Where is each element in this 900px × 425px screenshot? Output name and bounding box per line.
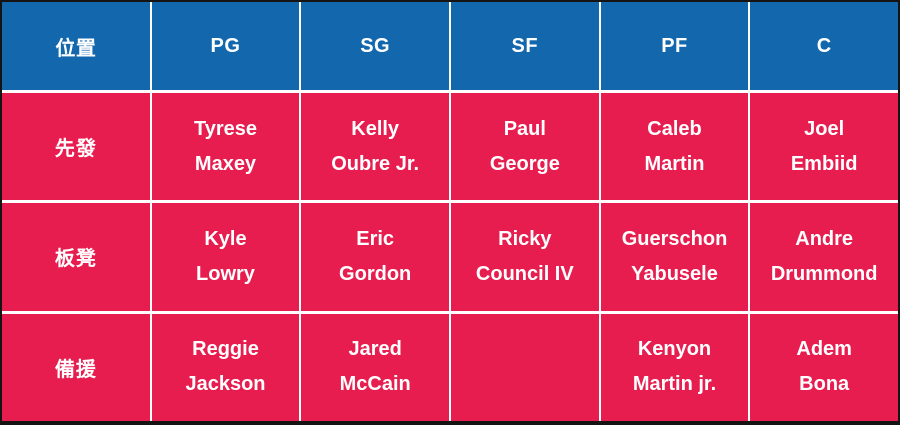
header-cell-pf: PF: [600, 2, 749, 90]
player-last-name: Martin: [644, 152, 705, 175]
player-cell-reserve-pg: Reggie Jackson: [151, 313, 300, 421]
header-cell-sg: SG: [301, 2, 449, 90]
row-label-bench: 板凳: [2, 203, 150, 311]
player-last-name: Yabusele: [631, 262, 718, 285]
player-last-name: Oubre Jr.: [331, 152, 420, 175]
player-cell-reserve-sf-empty: [451, 313, 599, 421]
player-cell-bench-sf: Ricky Council IV: [451, 203, 599, 311]
player-first-name: Reggie: [192, 338, 259, 361]
row-label-reserves: 備援: [2, 313, 150, 421]
player-first-name: Jared: [348, 338, 402, 361]
header-cell-c: C: [750, 2, 898, 90]
player-last-name: Maxey: [194, 152, 257, 175]
player-cell-reserve-sg: Jared McCain: [301, 313, 449, 421]
player-last-name: Council IV: [475, 262, 574, 285]
player-first-name: Tyrese: [193, 117, 257, 140]
player-last-name: Lowry: [196, 262, 255, 285]
player-last-name: Martin jr.: [632, 373, 717, 396]
player-first-name: Caleb: [647, 117, 702, 140]
player-last-name: George: [489, 152, 560, 175]
row-label-starters: 先發: [2, 93, 150, 201]
player-first-name: Ricky: [498, 227, 552, 250]
player-first-name: Joel: [804, 117, 845, 140]
player-cell-starter-sf: Paul George: [451, 93, 599, 201]
player-cell-reserve-c: Adem Bona: [750, 313, 898, 421]
player-last-name: Embiid: [790, 152, 858, 175]
player-cell-reserve-pf: Kenyon Martin jr.: [600, 313, 749, 421]
player-first-name: Guerschon: [621, 227, 728, 250]
player-first-name: Andre: [795, 227, 854, 250]
player-first-name: Eric: [356, 227, 395, 250]
player-first-name: Kenyon: [637, 338, 712, 361]
player-cell-starter-pg: Tyrese Maxey: [151, 93, 300, 201]
player-last-name: Drummond: [770, 262, 878, 285]
header-cell-position: 位置: [2, 2, 150, 90]
player-cell-bench-sg: Eric Gordon: [301, 203, 449, 311]
header-cell-pg: PG: [151, 2, 300, 90]
header-cell-sf: SF: [451, 2, 599, 90]
player-cell-bench-c: Andre Drummond: [750, 203, 898, 311]
player-last-name: Jackson: [185, 373, 266, 396]
player-first-name: Paul: [503, 117, 546, 140]
player-last-name: Bona: [799, 373, 850, 396]
player-cell-starter-sg: Kelly Oubre Jr.: [301, 93, 449, 201]
player-last-name: McCain: [339, 373, 411, 396]
player-cell-bench-pf: Guerschon Yabusele: [600, 203, 749, 311]
player-first-name: Kelly: [351, 117, 400, 140]
player-cell-bench-pg: Kyle Lowry: [151, 203, 300, 311]
player-first-name: Kyle: [204, 227, 247, 250]
player-last-name: Gordon: [339, 262, 412, 285]
player-cell-starter-c: Joel Embiid: [750, 93, 898, 201]
player-cell-starter-pf: Caleb Martin: [600, 93, 749, 201]
player-first-name: Adem: [796, 338, 852, 361]
